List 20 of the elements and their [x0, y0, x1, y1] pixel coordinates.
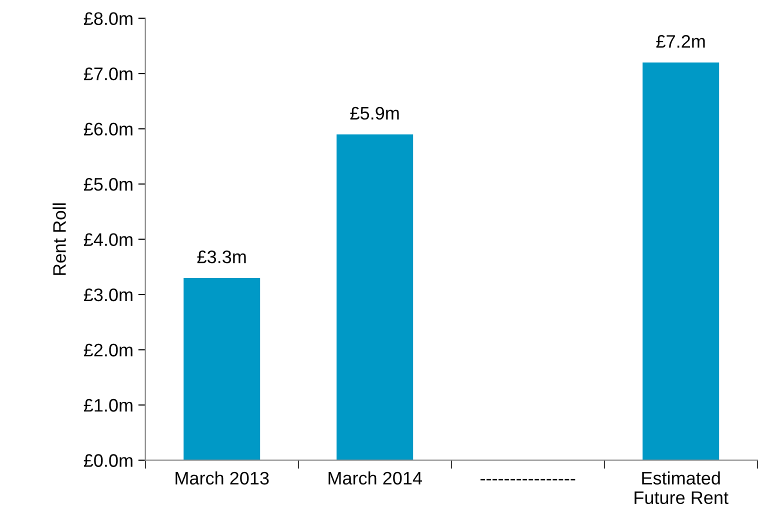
- bar: [642, 62, 720, 460]
- y-tick-label: £1.0m: [84, 398, 132, 412]
- y-axis-title: Rent Roll: [52, 203, 66, 275]
- x-tick-label: ----------------: [480, 478, 576, 480]
- x-tick-label: March 2014: [328, 471, 422, 485]
- x-tick-label: Estimated Future Rent: [634, 471, 728, 504]
- y-tick-label: £3.0m: [84, 288, 132, 302]
- x-tick-label: March 2013: [176, 471, 269, 485]
- y-tick-label: £8.0m: [84, 12, 132, 26]
- data-label: £5.9m: [350, 106, 399, 120]
- y-tick-label: £5.0m: [84, 178, 132, 191]
- data-label: £7.2m: [656, 35, 705, 48]
- y-tick-label: £4.0m: [84, 233, 132, 246]
- y-tick-label: £2.0m: [84, 344, 132, 356]
- y-tick-label: £0.0m: [84, 454, 132, 467]
- bar: [184, 278, 260, 460]
- y-tick-label: £7.0m: [84, 67, 132, 80]
- y-tick-label: £6.0m: [84, 122, 132, 136]
- data-label: £3.3m: [197, 250, 246, 264]
- bar: [336, 134, 414, 460]
